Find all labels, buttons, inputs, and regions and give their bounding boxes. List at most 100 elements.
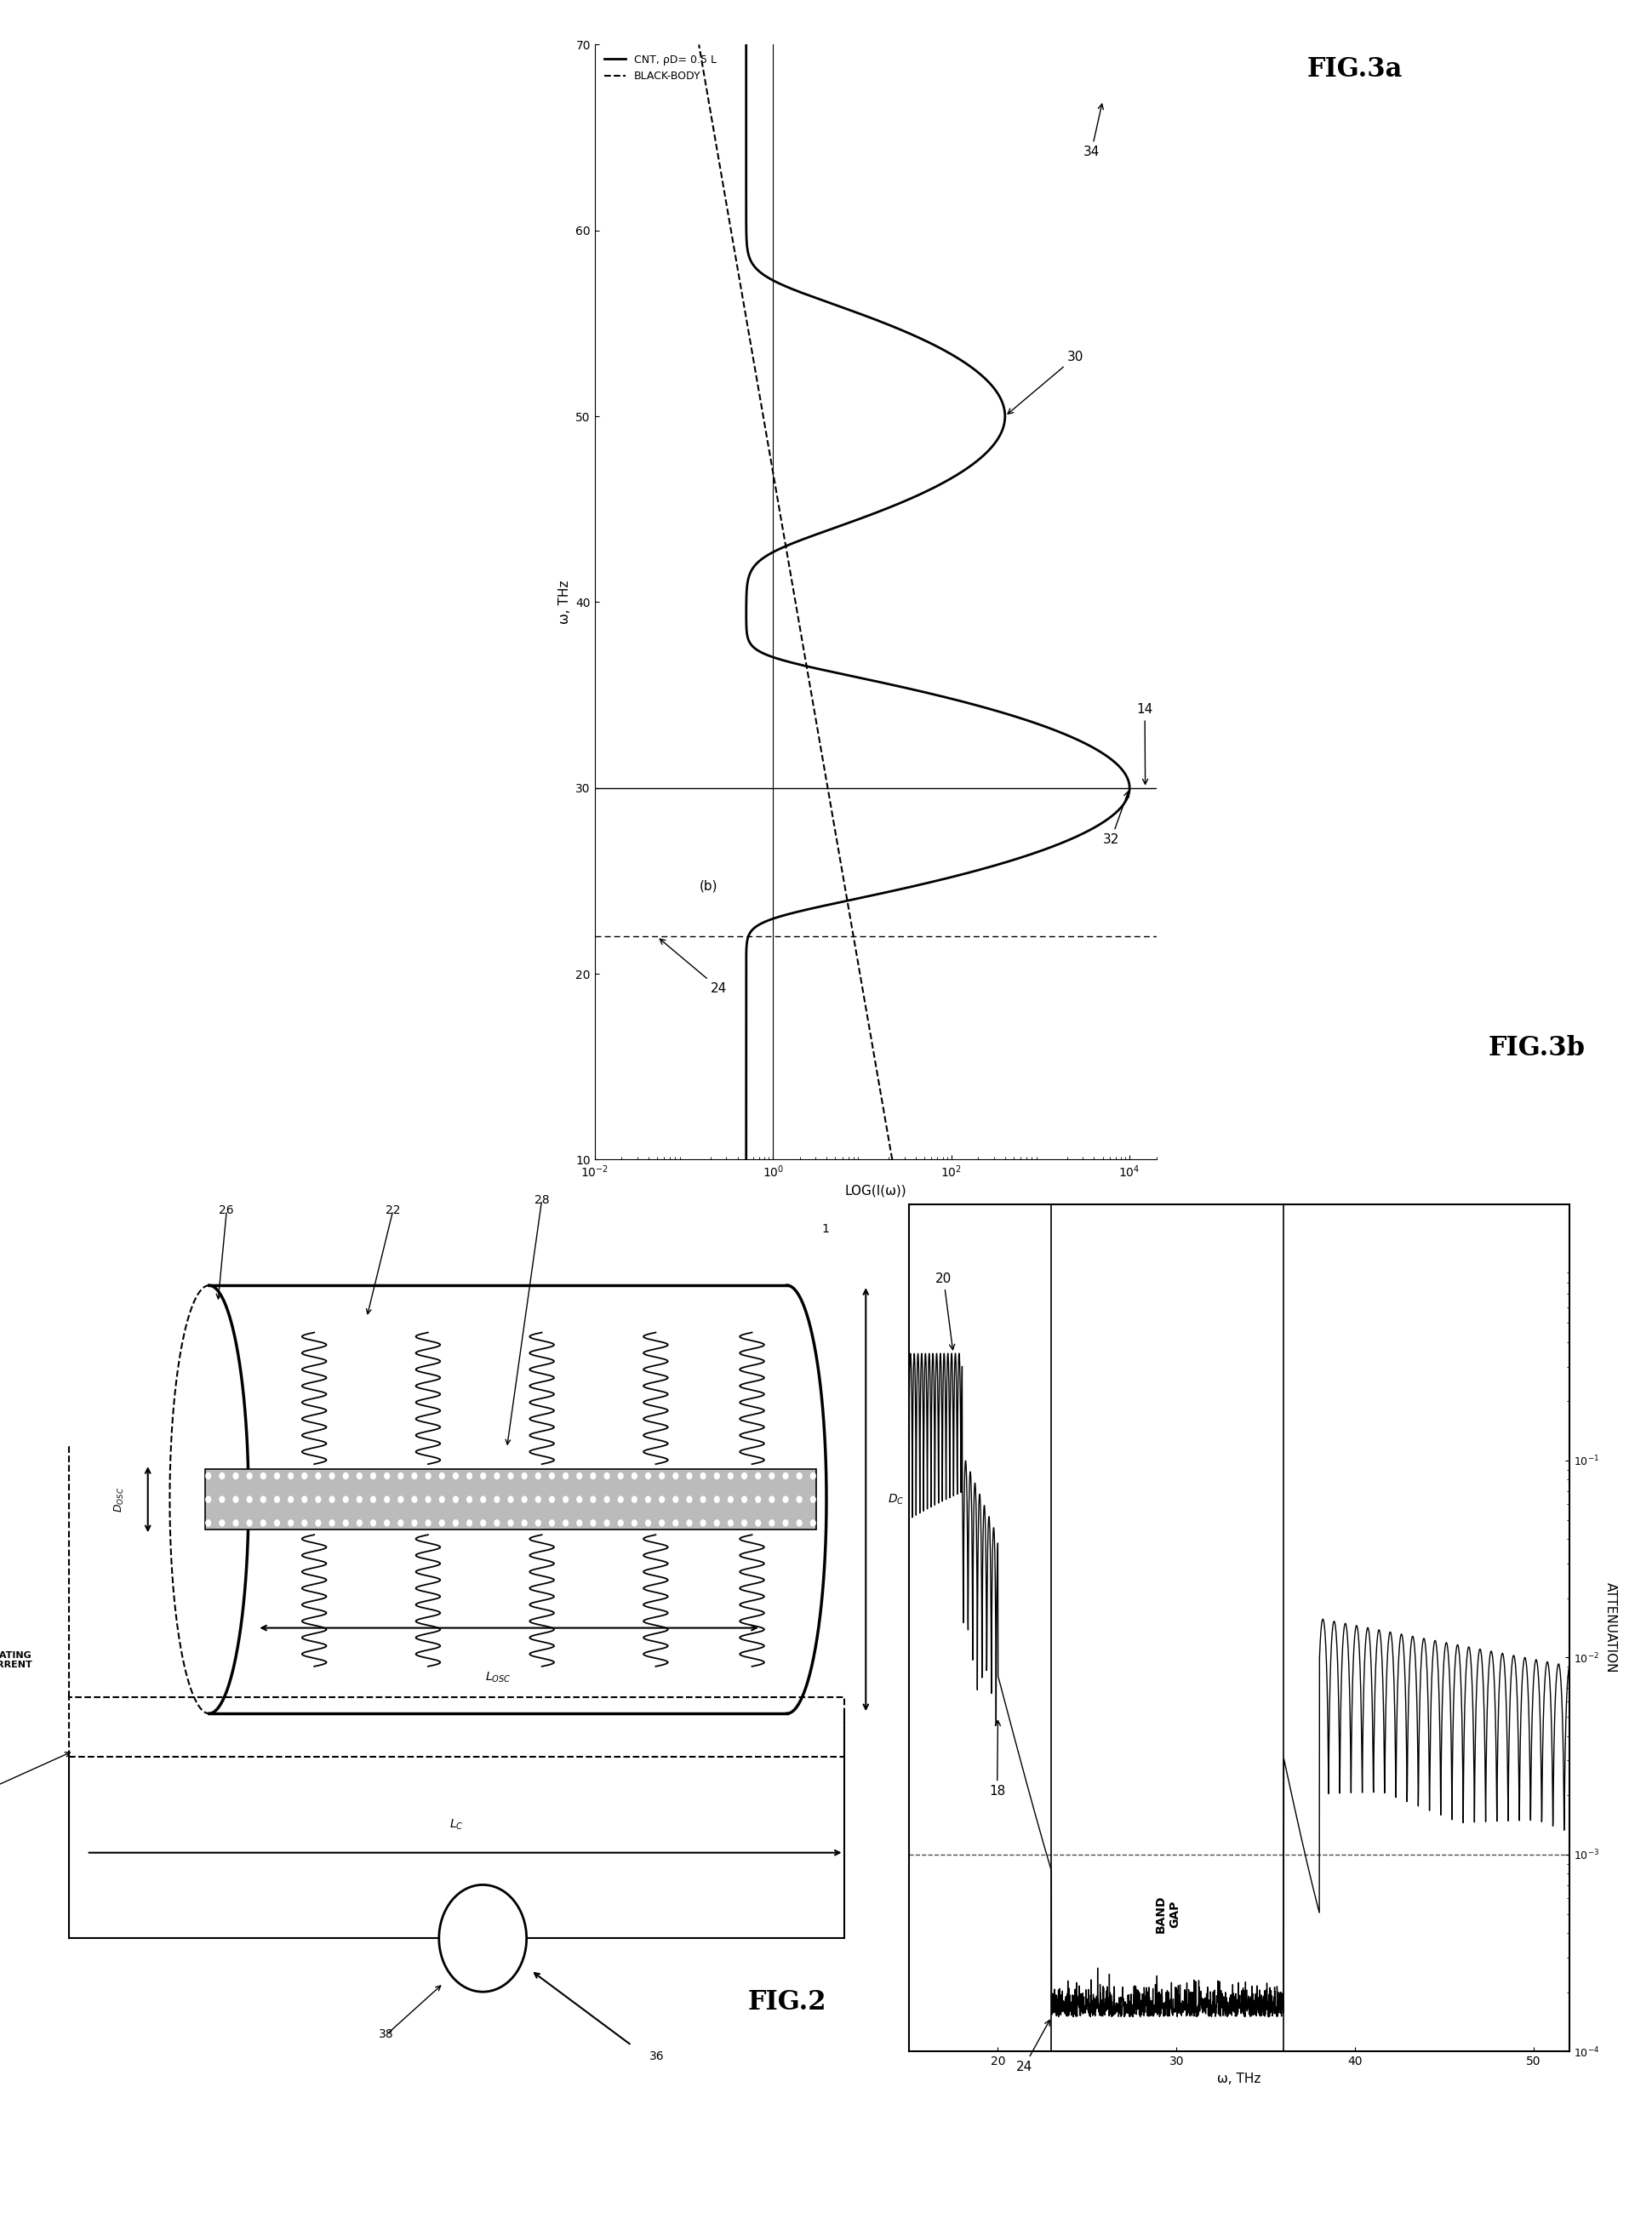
Circle shape (509, 1521, 514, 1525)
Circle shape (550, 1521, 555, 1525)
Circle shape (316, 1521, 320, 1525)
Text: $L_{OSC}$: $L_{OSC}$ (486, 1670, 510, 1684)
Circle shape (714, 1521, 719, 1525)
Circle shape (248, 1472, 253, 1478)
Circle shape (535, 1472, 540, 1478)
Circle shape (811, 1472, 816, 1478)
Circle shape (509, 1472, 514, 1478)
Circle shape (729, 1521, 733, 1525)
Circle shape (796, 1521, 801, 1525)
Circle shape (233, 1472, 238, 1478)
Circle shape (439, 1884, 527, 1991)
Text: FIG.3b: FIG.3b (1488, 1035, 1584, 1061)
Circle shape (261, 1472, 266, 1478)
Circle shape (439, 1496, 444, 1503)
Circle shape (468, 1521, 472, 1525)
Text: 32: 32 (1104, 792, 1128, 845)
Text: 24: 24 (1016, 2020, 1049, 2074)
Text: $L_C$: $L_C$ (449, 1817, 464, 1831)
Circle shape (385, 1521, 390, 1525)
Circle shape (577, 1472, 582, 1478)
Circle shape (426, 1521, 431, 1525)
Circle shape (563, 1472, 568, 1478)
Circle shape (742, 1496, 747, 1503)
Circle shape (687, 1521, 692, 1525)
Circle shape (494, 1472, 499, 1478)
Circle shape (618, 1472, 623, 1478)
Circle shape (659, 1472, 664, 1478)
Circle shape (591, 1472, 596, 1478)
Circle shape (261, 1521, 266, 1525)
Circle shape (577, 1521, 582, 1525)
Circle shape (535, 1496, 540, 1503)
Text: 14: 14 (1137, 702, 1153, 785)
Circle shape (577, 1496, 582, 1503)
Circle shape (783, 1521, 788, 1525)
Circle shape (370, 1521, 375, 1525)
Circle shape (453, 1521, 458, 1525)
Circle shape (605, 1472, 610, 1478)
Circle shape (770, 1472, 775, 1478)
Circle shape (398, 1496, 403, 1503)
Text: 34: 34 (1084, 105, 1104, 158)
Y-axis label: ATTENUATION: ATTENUATION (1604, 1583, 1617, 1672)
Circle shape (605, 1496, 610, 1503)
Circle shape (659, 1496, 664, 1503)
Circle shape (646, 1472, 651, 1478)
Circle shape (344, 1472, 349, 1478)
Circle shape (494, 1496, 499, 1503)
Circle shape (302, 1472, 307, 1478)
Circle shape (289, 1521, 292, 1525)
Bar (69, 1697, 844, 1757)
Circle shape (385, 1496, 390, 1503)
Circle shape (509, 1496, 514, 1503)
Text: 18: 18 (990, 1722, 1006, 1797)
Circle shape (563, 1496, 568, 1503)
Circle shape (206, 1472, 211, 1478)
Circle shape (811, 1496, 816, 1503)
Legend: CNT, ρD= 0.5 L, BLACK-BODY: CNT, ρD= 0.5 L, BLACK-BODY (600, 49, 720, 87)
Circle shape (755, 1521, 760, 1525)
Circle shape (220, 1472, 225, 1478)
Circle shape (687, 1472, 692, 1478)
Circle shape (672, 1472, 677, 1478)
Text: 20: 20 (935, 1273, 955, 1349)
Circle shape (618, 1521, 623, 1525)
Circle shape (439, 1472, 444, 1478)
Circle shape (535, 1521, 540, 1525)
Circle shape (618, 1496, 623, 1503)
Circle shape (550, 1496, 555, 1503)
Circle shape (411, 1496, 416, 1503)
Circle shape (755, 1496, 760, 1503)
Text: BAND
GAP: BAND GAP (1155, 1896, 1181, 1933)
X-axis label: ω, THz: ω, THz (1218, 2072, 1260, 2085)
Circle shape (398, 1472, 403, 1478)
Circle shape (302, 1496, 307, 1503)
Circle shape (233, 1521, 238, 1525)
Circle shape (796, 1472, 801, 1478)
Text: FIG.2: FIG.2 (748, 1989, 826, 2016)
Circle shape (411, 1521, 416, 1525)
Circle shape (563, 1521, 568, 1525)
X-axis label: LOG(I(ω)): LOG(I(ω)) (844, 1184, 907, 1198)
Circle shape (411, 1472, 416, 1478)
Text: (b): (b) (699, 881, 719, 892)
Circle shape (289, 1472, 292, 1478)
Circle shape (591, 1521, 596, 1525)
Circle shape (783, 1496, 788, 1503)
Circle shape (714, 1472, 719, 1478)
Circle shape (796, 1496, 801, 1503)
Circle shape (481, 1496, 486, 1503)
Circle shape (687, 1496, 692, 1503)
Circle shape (700, 1472, 705, 1478)
Circle shape (550, 1472, 555, 1478)
Circle shape (316, 1496, 320, 1503)
Circle shape (494, 1521, 499, 1525)
Circle shape (468, 1496, 472, 1503)
Circle shape (522, 1496, 527, 1503)
Circle shape (344, 1496, 349, 1503)
Circle shape (672, 1496, 677, 1503)
Text: 38: 38 (378, 2029, 393, 2040)
Circle shape (302, 1521, 307, 1525)
Circle shape (742, 1521, 747, 1525)
